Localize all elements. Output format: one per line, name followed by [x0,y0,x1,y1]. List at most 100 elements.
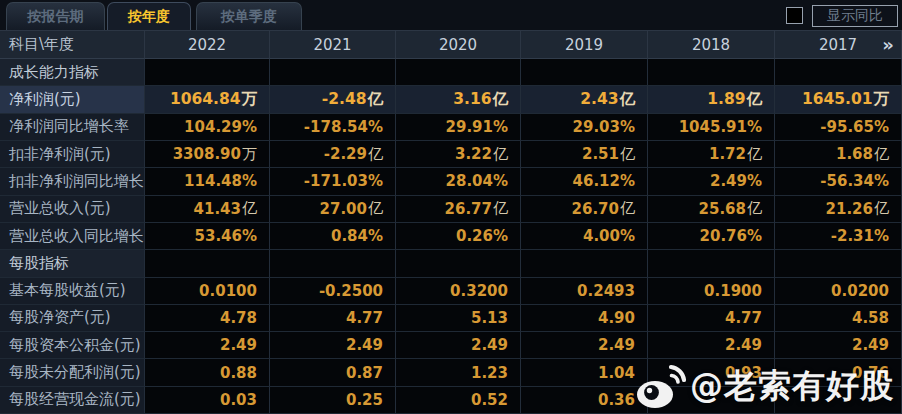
row-label: 净利润(元) [0,86,145,113]
value-cell: 0.2493 [521,278,648,305]
row-label: 每股经营现金流(元) [0,387,145,414]
row-label: 成长能力指标 [0,59,145,86]
table-row: 每股净资产(元)4.784.775.134.904.774.58 [0,305,902,332]
value-cell [145,250,270,277]
value-cell: 2.49 [775,332,902,359]
table-row: 净利润同比增长率104.29%-178.54%29.91%29.03%1045.… [0,114,902,141]
value-cell: 5.13 [396,305,521,332]
value-cell [775,387,902,414]
value-cell: -2.48亿 [270,86,396,113]
table-row: 每股经营现金流(元)0.030.250.520.36 [0,387,902,414]
show-yoy-label[interactable]: 显示同比 [812,5,898,27]
value-cell: 0.1900 [648,278,775,305]
value-cell: -178.54% [270,114,396,141]
value-cell: 0.0200 [775,278,902,305]
value-cell: 27.00亿 [270,196,396,223]
financial-table: 科目\年度 202220212020201920182017» 成长能力指标净利… [0,30,902,414]
year-header-2020: 2020 [396,31,521,59]
show-yoy-checkbox[interactable] [786,7,803,24]
value-cell: 0.3200 [396,278,521,305]
value-cell: 29.03% [521,114,648,141]
value-cell: -171.03% [270,168,396,195]
value-cell: 29.91% [396,114,521,141]
value-cell [396,59,521,86]
value-cell: 4.90 [521,305,648,332]
row-label: 扣非净利润(元) [0,141,145,168]
value-cell: 4.77 [270,305,396,332]
tab-by-quarter[interactable]: 按单季度 [196,2,302,30]
value-cell: 0.0100 [145,278,270,305]
value-cell: 4.58 [775,305,902,332]
row-label: 每股资本公积金(元) [0,332,145,359]
value-cell [648,59,775,86]
value-cell: -2.29亿 [270,141,396,168]
value-cell: 0.84% [270,223,396,250]
value-cell [396,250,521,277]
value-cell: 53.46% [145,223,270,250]
value-cell: -2.31% [775,223,902,250]
value-cell: 1064.84万 [145,86,270,113]
value-cell: 46.12% [521,168,648,195]
value-cell: 1.72亿 [648,141,775,168]
value-cell [145,59,270,86]
value-cell: 26.77亿 [396,196,521,223]
value-cell [648,250,775,277]
table-header-row: 科目\年度 202220212020201920182017» [0,31,902,59]
year-header-2017: 2017» [775,31,902,59]
table-row: 扣非净利润同比增长率114.48%-171.03%28.04%46.12%2.4… [0,168,902,195]
value-cell: 3.22亿 [396,141,521,168]
value-cell: 0.88 [145,359,270,386]
table-row: 净利润(元)1064.84万-2.48亿3.16亿2.43亿1.89亿1645.… [0,86,902,113]
value-cell: 28.04% [396,168,521,195]
value-cell: 4.78 [145,305,270,332]
value-cell: -56.34% [775,168,902,195]
table-row: 营业总收入同比增长率53.46%0.84%0.26%4.00%20.76%-2.… [0,223,902,250]
tab-by-report-period[interactable]: 按报告期 [6,2,105,30]
table-body: 成长能力指标净利润(元)1064.84万-2.48亿3.16亿2.43亿1.89… [0,59,902,414]
row-label: 每股指标 [0,250,145,277]
value-cell: 4.77 [648,305,775,332]
value-cell: 0.87 [270,359,396,386]
value-cell: 0.25 [270,387,396,414]
value-cell: 2.49% [648,168,775,195]
more-years-icon[interactable]: » [882,36,894,54]
table-row: 扣非净利润(元)3308.90万-2.29亿3.22亿2.51亿1.72亿1.6… [0,141,902,168]
value-cell: 1.04 [521,359,648,386]
table-row: 每股指标 [0,250,902,277]
year-header-2018: 2018 [648,31,775,59]
value-cell: 2.49 [270,332,396,359]
value-cell: 2.49 [145,332,270,359]
financial-table-app: 按报告期 按年度 按单季度 显示同比 科目\年度 202220212020201… [0,0,902,414]
corner-header: 科目\年度 [0,31,145,59]
value-cell: 20.76% [648,223,775,250]
value-cell: 1045.91% [648,114,775,141]
value-cell: 0.76 [775,359,902,386]
row-label: 每股净资产(元) [0,305,145,332]
value-cell: 0.93 [648,359,775,386]
value-cell: 2.43亿 [521,86,648,113]
value-cell: 3.16亿 [396,86,521,113]
row-label: 基本每股收益(元) [0,278,145,305]
value-cell: 3308.90万 [145,141,270,168]
year-header-2019: 2019 [521,31,648,59]
value-cell [648,387,775,414]
year-header-2021: 2021 [270,31,396,59]
value-cell: 4.00% [521,223,648,250]
tab-by-year[interactable]: 按年度 [107,2,191,30]
row-label: 净利润同比增长率 [0,114,145,141]
value-cell [521,59,648,86]
table-row: 成长能力指标 [0,59,902,86]
value-cell: 41.43亿 [145,196,270,223]
value-cell: 2.51亿 [521,141,648,168]
value-cell: 0.52 [396,387,521,414]
value-cell: 0.36 [521,387,648,414]
value-cell: 25.68亿 [648,196,775,223]
value-cell: 1.68亿 [775,141,902,168]
value-cell: 104.29% [145,114,270,141]
table-row: 每股未分配利润(元)0.880.871.231.040.930.76 [0,359,902,386]
value-cell: 26.70亿 [521,196,648,223]
row-label: 营业总收入(元) [0,196,145,223]
row-label: 营业总收入同比增长率 [0,223,145,250]
value-cell [775,59,902,86]
row-label: 每股未分配利润(元) [0,359,145,386]
